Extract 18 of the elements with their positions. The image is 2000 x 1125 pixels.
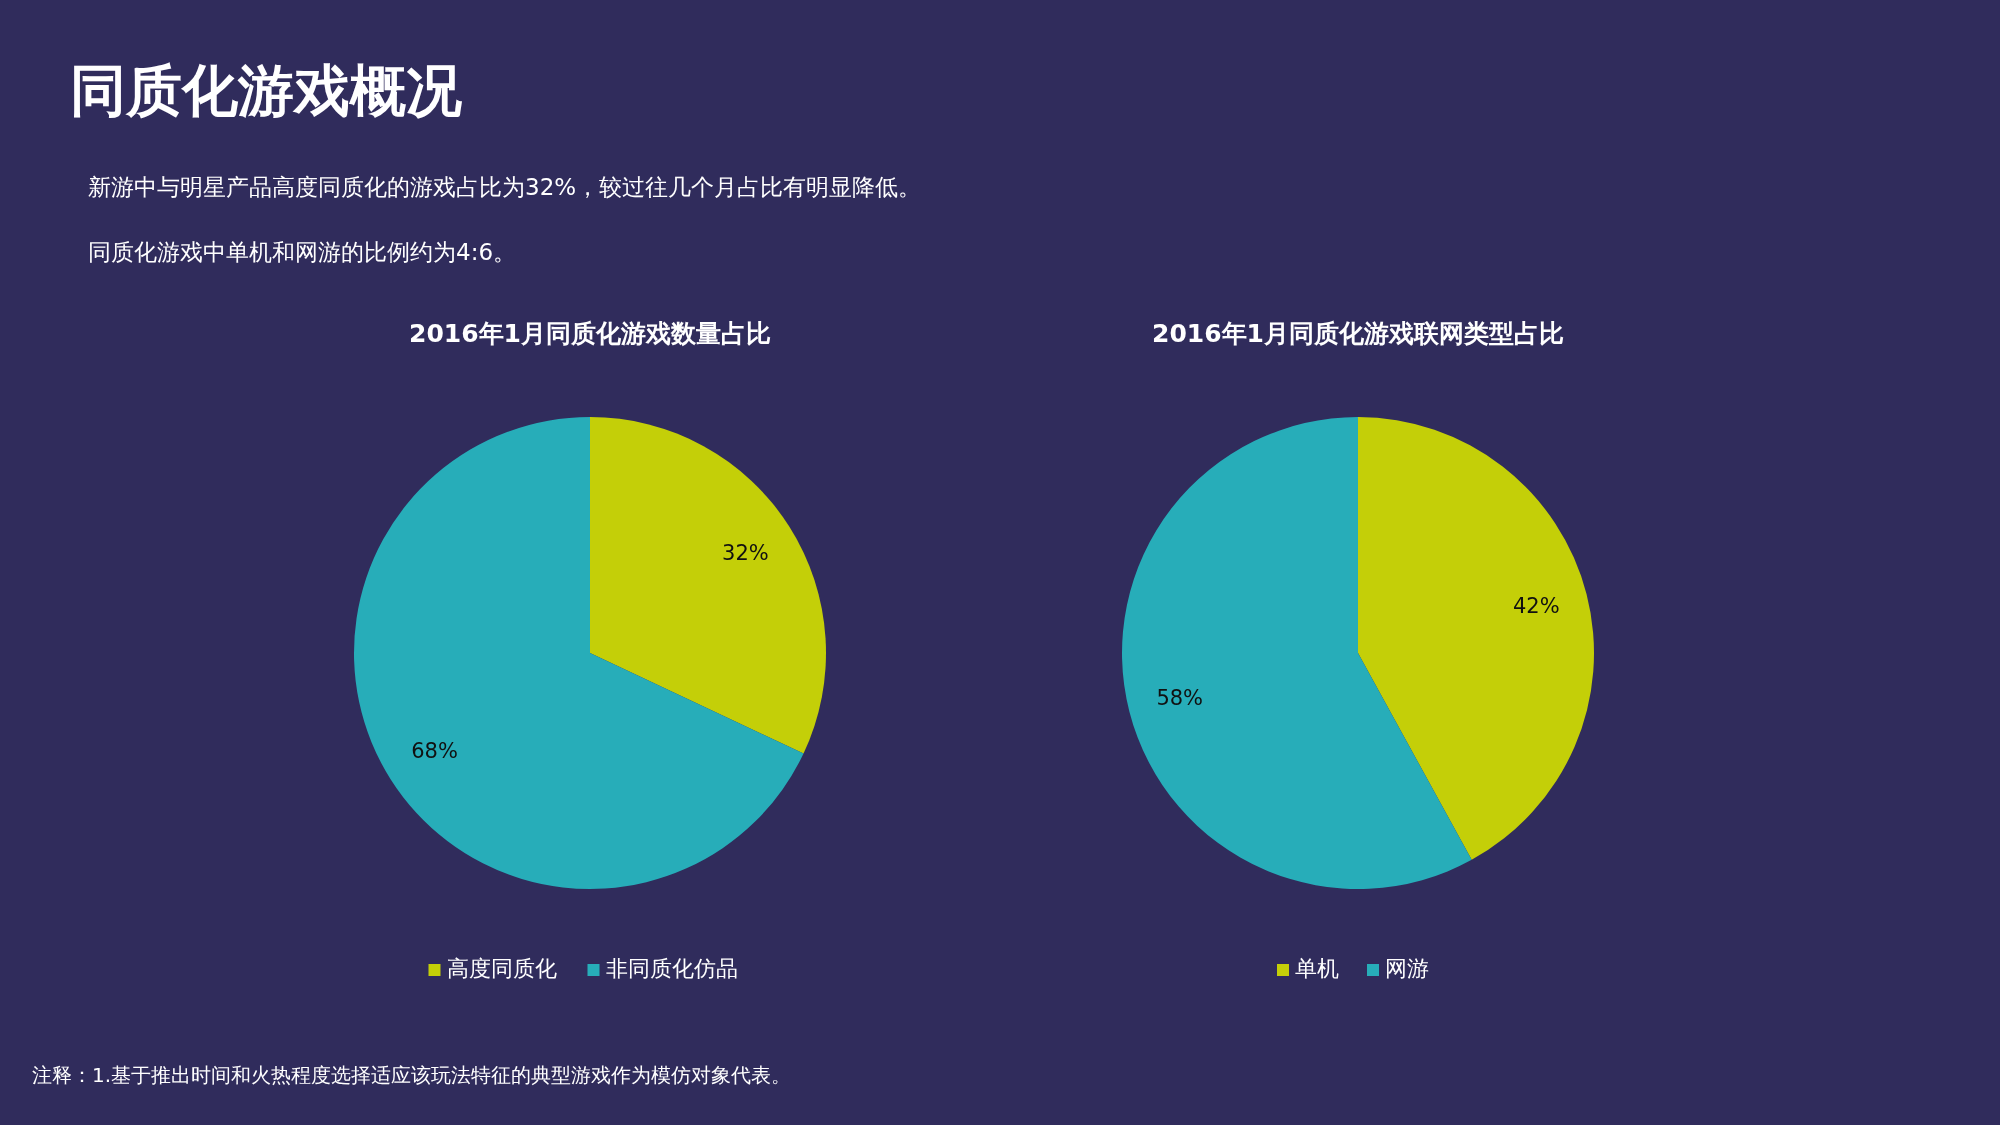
text: 注释：1.基于推出时间和火热程度选择适应该玩法特征的典型游戏作为模仿对象代表。 xyxy=(32,1063,792,1087)
data-label: 68% xyxy=(411,738,458,763)
data-label: 32% xyxy=(722,541,769,566)
text: 同质化游戏概况 xyxy=(70,58,462,123)
legend-label: 单机 xyxy=(1295,956,1339,981)
pie-slice xyxy=(590,417,826,754)
legend-label: 高度同质化 xyxy=(446,956,557,981)
data-label: 58% xyxy=(1156,685,1204,710)
pie-slice xyxy=(1122,417,1472,889)
text: 新游中与明星产品高度同质化的游戏占比为32%，较过往几个月占比有明显降低。 xyxy=(88,174,922,200)
chart-title: 2016年1月同质化游戏数量占比 xyxy=(409,319,771,348)
pie-slice xyxy=(354,417,804,889)
legend-label: 网游 xyxy=(1385,956,1429,981)
data-label: 42% xyxy=(1512,594,1560,619)
legend-label: 非同质化仿品 xyxy=(605,956,738,981)
chart-title: 2016年1月同质化游戏联网类型占比 xyxy=(1152,319,1564,348)
pie-slice xyxy=(1358,417,1594,860)
text: 同质化游戏中单机和网游的比例约为4:6。 xyxy=(88,239,517,265)
